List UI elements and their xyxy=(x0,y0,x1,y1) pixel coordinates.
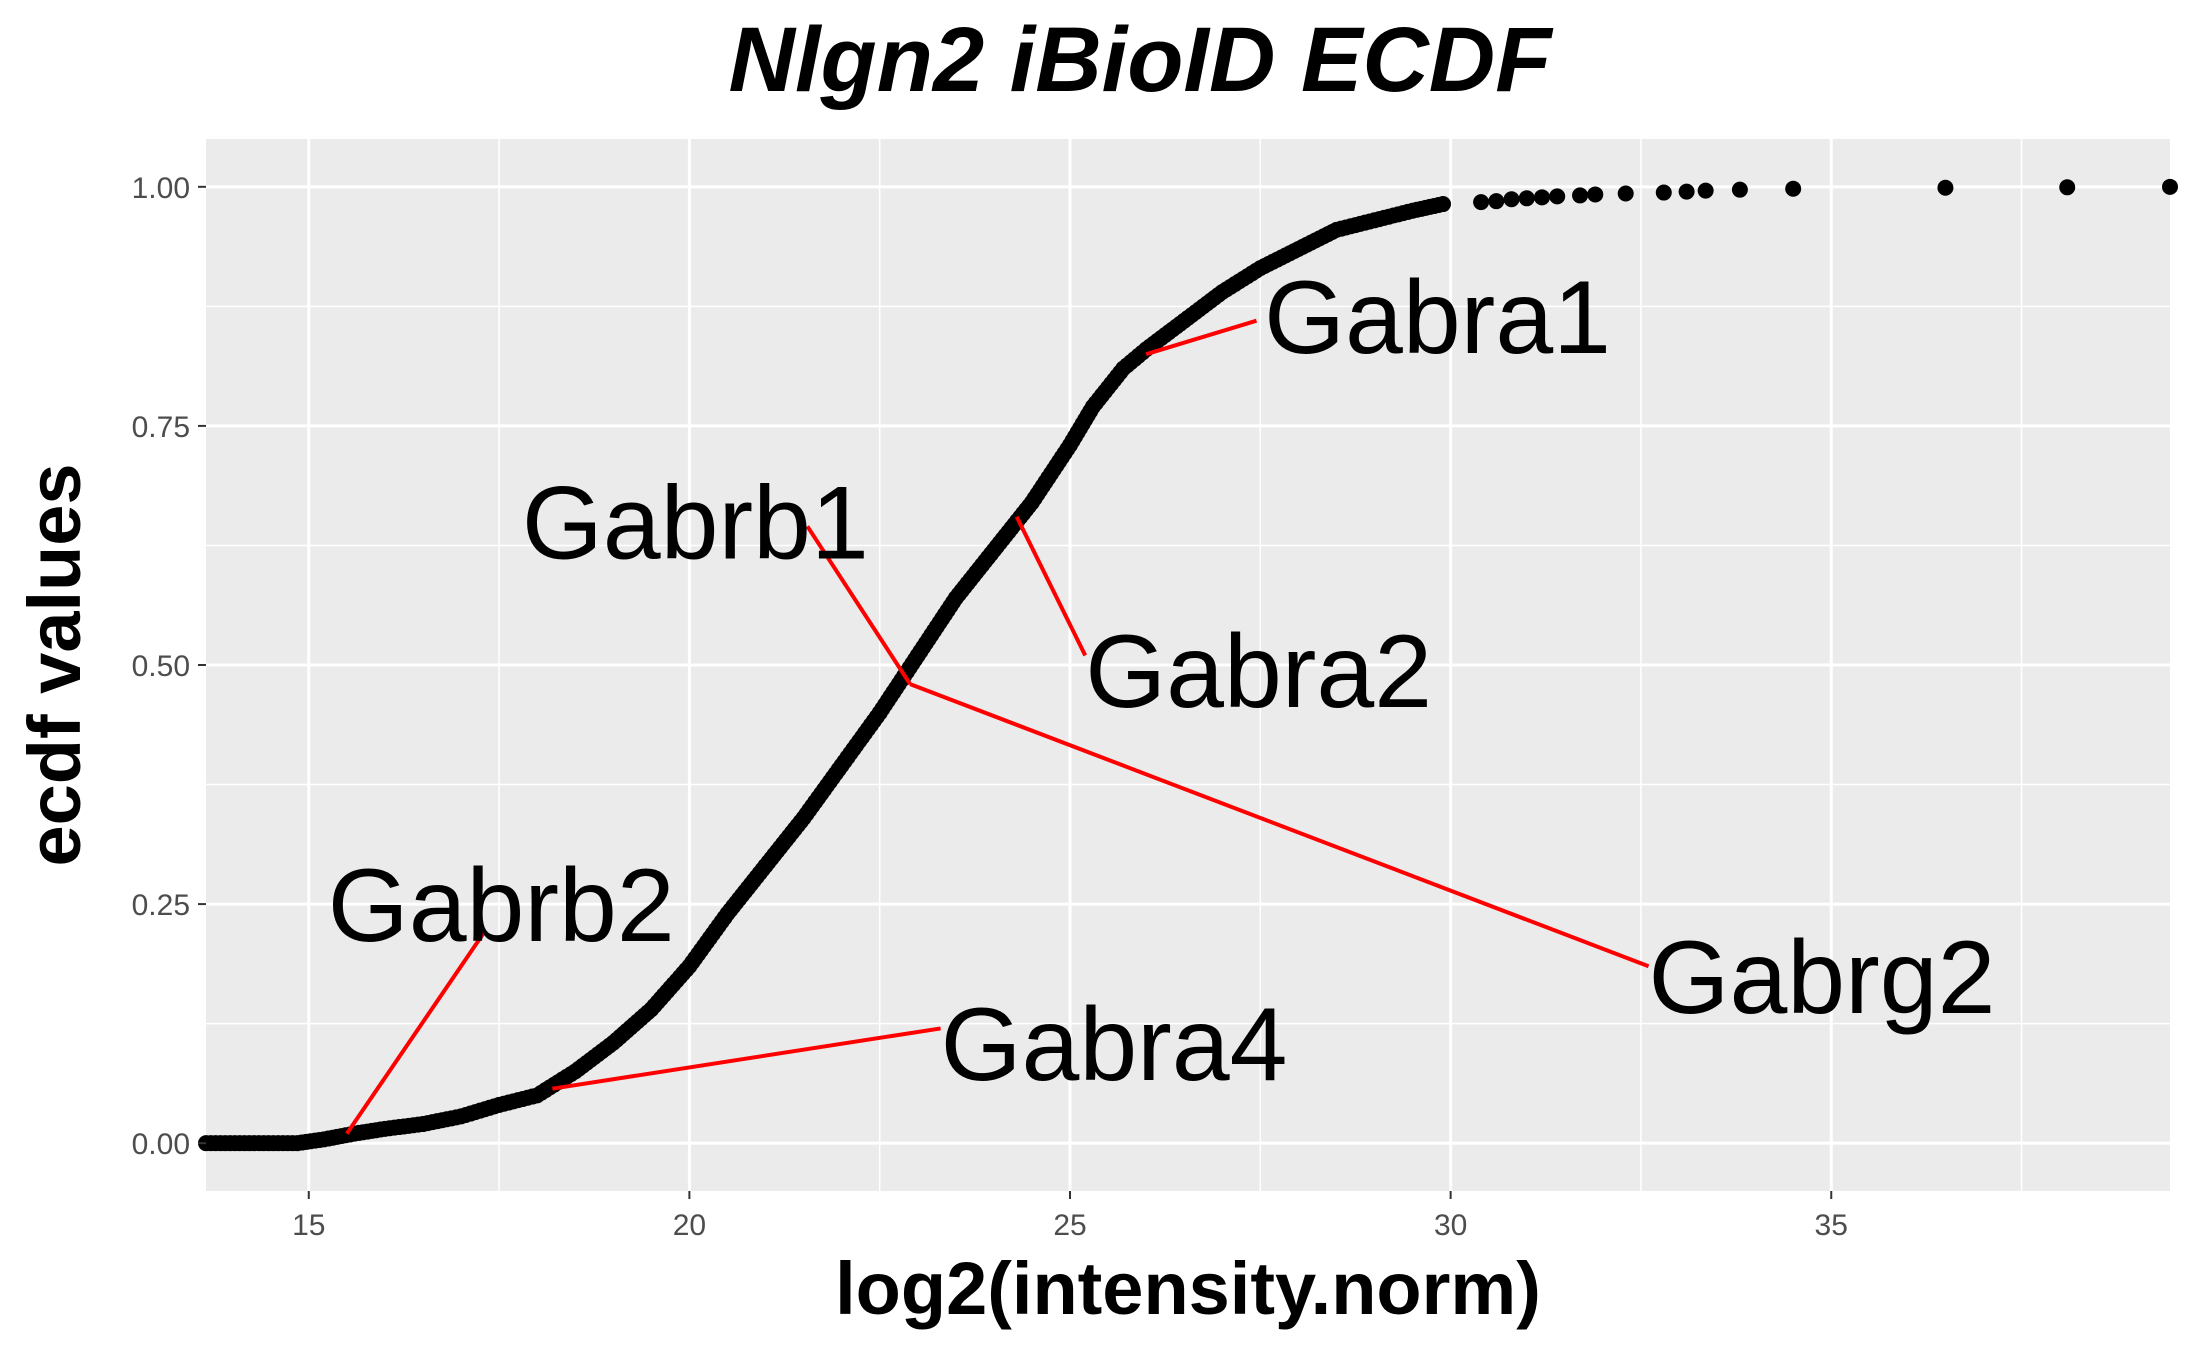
label-connector-line xyxy=(909,682,1650,969)
ecdf-point xyxy=(1473,194,1490,211)
ecdf-point xyxy=(1731,181,1748,198)
ecdf-point xyxy=(1533,189,1550,206)
x-tick-label: 25 xyxy=(1053,1209,1086,1242)
ecdf-point xyxy=(2059,179,2076,196)
gene-label: Gabra1 xyxy=(1264,260,1611,376)
label-connector-line xyxy=(345,931,486,1135)
x-tick-label: 15 xyxy=(292,1209,325,1242)
x-tick-label: 35 xyxy=(1815,1209,1848,1242)
y-tick-label: 0.75 xyxy=(132,411,190,444)
y-axis-ticks: 0.00 0.25 0.50 0.75 1.00 xyxy=(132,172,206,1161)
ecdf-point xyxy=(1549,188,1566,205)
ecdf-point xyxy=(1617,185,1634,202)
label-connector-line xyxy=(1145,318,1258,357)
ecdf-point xyxy=(1785,180,1802,197)
gene-label: Gabrb1 xyxy=(522,466,869,582)
ecdf-point xyxy=(1587,186,1604,203)
x-axis-title: log2(intensity.norm) xyxy=(835,1247,1541,1330)
gene-label: Gabra2 xyxy=(1085,614,1432,730)
y-axis-title: ecdf values xyxy=(13,463,96,866)
chart-title: Nlgn2 iBioID ECDF xyxy=(729,9,1555,111)
ecdf-point xyxy=(2162,178,2178,195)
y-tick-label: 0.00 xyxy=(132,1128,190,1161)
ecdf-point xyxy=(1503,191,1520,208)
label-connector-line xyxy=(805,525,912,686)
y-tick-label: 0.50 xyxy=(132,650,190,683)
gene-label: Gabrb2 xyxy=(328,848,675,964)
ecdf-point xyxy=(1655,184,1672,201)
x-tick-label: 20 xyxy=(673,1209,706,1242)
ecdf-point xyxy=(1435,196,1452,213)
x-tick-label: 30 xyxy=(1434,1209,1467,1242)
gene-label: Gabrg2 xyxy=(1649,920,1996,1036)
label-connector-lines xyxy=(345,318,1650,1135)
y-tick-label: 0.25 xyxy=(132,889,190,922)
major-gridlines xyxy=(206,139,2170,1191)
label-connector-line xyxy=(1014,515,1088,657)
ecdf-point xyxy=(1488,193,1505,210)
y-tick-label: 1.00 xyxy=(132,172,190,205)
label-connector-line xyxy=(552,1026,941,1091)
x-axis-ticks: 15 20 25 30 35 xyxy=(292,1191,1848,1242)
ecdf-point xyxy=(1572,187,1589,204)
gene-label: Gabra4 xyxy=(941,987,1288,1103)
ecdf-point xyxy=(1697,182,1714,199)
ecdf-point xyxy=(1678,183,1695,200)
gene-labels: Gabra1 Gabrb1 Gabra2 Gabrb2 Gabra4 Gabrg2 xyxy=(328,260,1996,1103)
ecdf-point xyxy=(1518,190,1535,207)
ecdf-point xyxy=(1937,179,1954,196)
